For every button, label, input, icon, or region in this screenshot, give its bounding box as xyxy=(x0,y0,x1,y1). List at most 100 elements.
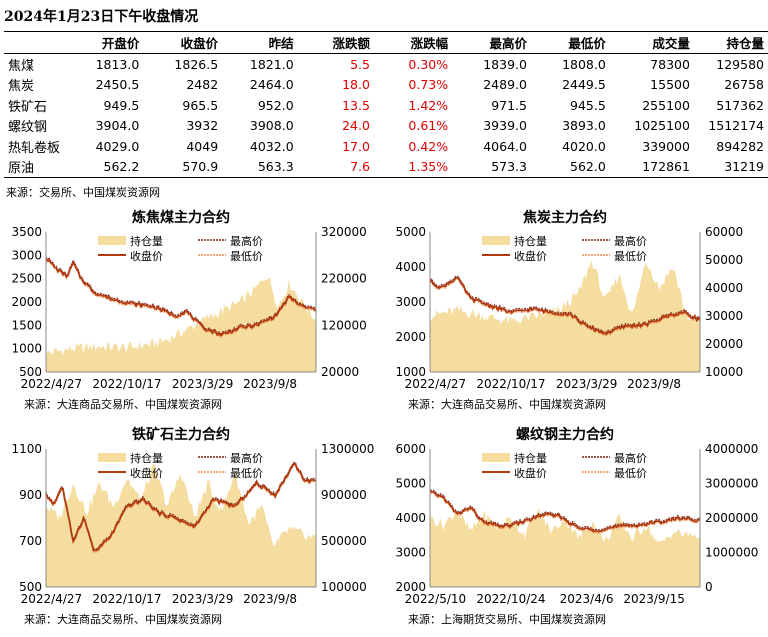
x-tick-label: 2023/4/6 xyxy=(560,592,614,606)
table-cell: 952.0 xyxy=(257,97,294,113)
x-tick-label: 2022/5/10 xyxy=(405,592,467,606)
y-left-tick-label: 1100 xyxy=(11,442,42,456)
table-cell: 965.5 xyxy=(182,97,219,113)
legend-label: 收盘价 xyxy=(130,466,163,480)
table-cell: 2489.0 xyxy=(483,77,527,93)
commodity-name: 热轧卷板 xyxy=(8,140,61,156)
x-tick-label: 2023/3/29 xyxy=(556,377,618,391)
close-price-line xyxy=(45,258,317,337)
y-right-tick-label: 1000000 xyxy=(705,546,758,560)
table-row: 螺纹钢 3904.0 3932 3908.0 24.0 0.61% 3939.0 3893.0… xyxy=(4,116,768,137)
table-cell: 5.5 xyxy=(350,56,370,72)
x-tick-label: 2022/10/17 xyxy=(92,377,161,391)
y-right-tick-label: 1300000 xyxy=(321,442,374,456)
table-cell: 1821.0 xyxy=(249,56,294,72)
table-cell: 0.73% xyxy=(408,77,449,93)
y-left-tick-label: 1000 xyxy=(11,342,42,356)
table-cell: 517362 xyxy=(716,97,764,113)
commodity-name: 铁矿石 xyxy=(8,99,48,115)
y-left-tick-label: 4000 xyxy=(395,260,426,274)
y-left-tick-label: 3500 xyxy=(11,225,42,239)
commodity-name: 焦煤 xyxy=(8,58,35,74)
table-row: 原油 562.2 570.9 563.3 7.6 1.35% 573.3 562.0 17286… xyxy=(4,156,768,178)
close-price-line xyxy=(429,276,701,335)
header-cell xyxy=(4,31,68,54)
legend-label: 最低价 xyxy=(614,250,647,263)
table-cell: 3908.0 xyxy=(249,118,294,134)
table-cell: 13.5 xyxy=(342,97,370,113)
table-cell: 1808.0 xyxy=(562,56,606,72)
commodity-name: 焦炭 xyxy=(8,79,35,95)
table-cell: 255100 xyxy=(642,97,690,113)
legend-label: 收盘价 xyxy=(514,466,547,480)
chart-title: 焦炭主力合约 xyxy=(522,209,607,226)
legend-label: 持仓量 xyxy=(130,451,163,465)
table-cell: 3893.0 xyxy=(562,118,606,134)
y-right-tick-label: 50000 xyxy=(705,253,743,267)
table-cell: 894282 xyxy=(716,138,764,154)
chart-source: 来源：大连商品交易所、中国煤炭资源网 xyxy=(408,397,606,411)
x-tick-label: 2022/4/27 xyxy=(21,592,83,606)
y-right-tick-label: 900000 xyxy=(321,488,367,502)
table-cell: 4029.0 xyxy=(95,138,140,154)
table-cell: 562.2 xyxy=(67,156,144,178)
table-header-row: 开盘价 收盘价 昨结 涨跌额 涨跌幅 最高价 最低价 成交量 持仓量 xyxy=(4,31,768,54)
table-cell: 339000 xyxy=(642,138,690,154)
y-left-tick-label: 900 xyxy=(19,488,42,502)
table-cell: 2449.5 xyxy=(562,77,606,93)
x-tick-label: 2022/10/17 xyxy=(476,377,545,391)
low-price-line xyxy=(429,278,701,337)
table-cell: 971.5 xyxy=(491,97,527,113)
y-right-tick-label: 10000 xyxy=(705,365,743,379)
chart-rebar: 螺纹钢主力合约 6000 5000 4000 3000 2000 4000000 300000… xyxy=(395,426,758,626)
y-right-tick-label: 4000000 xyxy=(705,442,758,456)
y-left-tick-label: 500 xyxy=(19,580,42,594)
y-right-tick-label: 20000 xyxy=(321,365,359,379)
x-tick-label: 2023/9/8 xyxy=(243,592,297,606)
header-cell: 涨跌幅 xyxy=(373,31,453,54)
y-left-tick-label: 4000 xyxy=(395,511,426,525)
table-cell: 78300 xyxy=(650,56,690,72)
chart-source: 来源：上海期货交易所、中国煤炭资源网 xyxy=(408,612,606,626)
x-tick-label: 2023/9/15 xyxy=(623,592,685,606)
table-cell: 2482 xyxy=(186,77,219,93)
header-cell: 持仓量 xyxy=(693,31,768,54)
x-tick-label: 2023/3/29 xyxy=(172,377,234,391)
header-cell: 昨结 xyxy=(222,31,298,54)
table-cell: 17.0 xyxy=(342,138,370,154)
y-right-tick-label: 0 xyxy=(705,580,713,594)
table-cell: 4032.0 xyxy=(249,138,294,154)
table-cell: 0.61% xyxy=(408,118,449,134)
legend-label: 最低价 xyxy=(614,467,647,480)
close-price-line xyxy=(45,462,317,552)
table-cell: 129580 xyxy=(716,56,764,72)
table-cell: 4064.0 xyxy=(483,138,527,154)
header-cell: 最高价 xyxy=(452,31,531,54)
y-right-tick-label: 320000 xyxy=(321,225,367,239)
legend-label: 持仓量 xyxy=(514,451,547,465)
table-row: 热轧卷板 4029.0 4049 4032.0 17.0 0.42% 4064.0 4020.… xyxy=(4,136,768,157)
chart-source: 来源：大连商品交易所、中国煤炭资源网 xyxy=(24,612,222,626)
header-cell: 最低价 xyxy=(530,31,610,54)
table-cell: 2450.5 xyxy=(95,77,140,93)
table-cell: 26758 xyxy=(724,77,764,93)
header-cell: 收盘价 xyxy=(143,31,223,54)
y-right-tick-label: 20000 xyxy=(705,337,743,351)
y-right-tick-label: 30000 xyxy=(705,309,743,323)
table-cell: 24.0 xyxy=(342,118,370,134)
legend-label: 最高价 xyxy=(614,451,647,465)
y-right-tick-label: 3000000 xyxy=(705,477,758,491)
table-cell: 7.6 xyxy=(297,156,374,178)
x-tick-label: 2023/3/29 xyxy=(172,592,234,606)
table-cell: 172861 xyxy=(609,156,694,178)
y-right-tick-label: 40000 xyxy=(705,281,743,295)
y-left-tick-label: 2000 xyxy=(395,330,426,344)
table-cell: 0.42% xyxy=(408,138,449,154)
table-cell: 1512174 xyxy=(708,118,764,134)
legend-label: 持仓量 xyxy=(514,234,547,248)
table-source: 来源：交易所、中国煤炭资源网 xyxy=(6,186,160,199)
close-price-line xyxy=(429,490,701,533)
table-cell: 562.0 xyxy=(530,156,610,178)
y-left-tick-label: 1500 xyxy=(11,318,42,332)
table-cell: 949.5 xyxy=(103,97,140,113)
